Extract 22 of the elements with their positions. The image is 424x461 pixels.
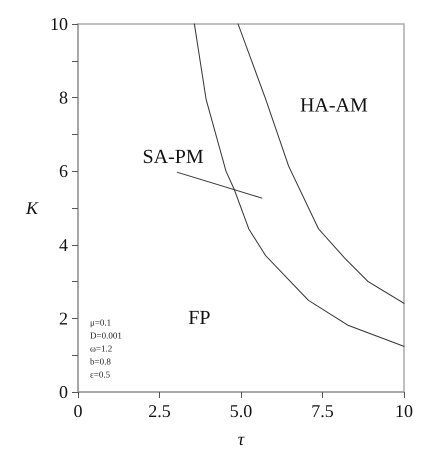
y-tick-label: 2	[59, 308, 68, 328]
annotation: ε=0.5	[90, 370, 111, 380]
x-tick-label: 2.5	[148, 401, 171, 421]
annotation: μ=0.1	[90, 318, 112, 328]
y-tick-label: 8	[59, 88, 68, 108]
annotation: ω=1.2	[90, 344, 112, 354]
y-axis-title: K	[24, 198, 39, 218]
x-axis-title: τ	[238, 429, 245, 449]
x-tick-label: 0	[74, 401, 82, 421]
annotation: HA-AM	[300, 94, 368, 116]
x-tick-label: 5.0	[230, 401, 252, 421]
y-tick-label: 0	[59, 382, 68, 402]
annotation: SA-PM	[142, 146, 204, 168]
annotation: FP	[188, 307, 210, 330]
annotation: D=0.001	[90, 330, 122, 340]
x-tick-label: 10	[395, 401, 413, 421]
line-series	[238, 24, 404, 304]
annotation: b=0.8	[90, 356, 112, 366]
y-tick-label: 6	[59, 161, 68, 182]
x-tick-label: 7.5	[311, 401, 334, 421]
y-tick-label: 10	[50, 14, 68, 34]
y-tick-label: 4	[59, 234, 68, 255]
